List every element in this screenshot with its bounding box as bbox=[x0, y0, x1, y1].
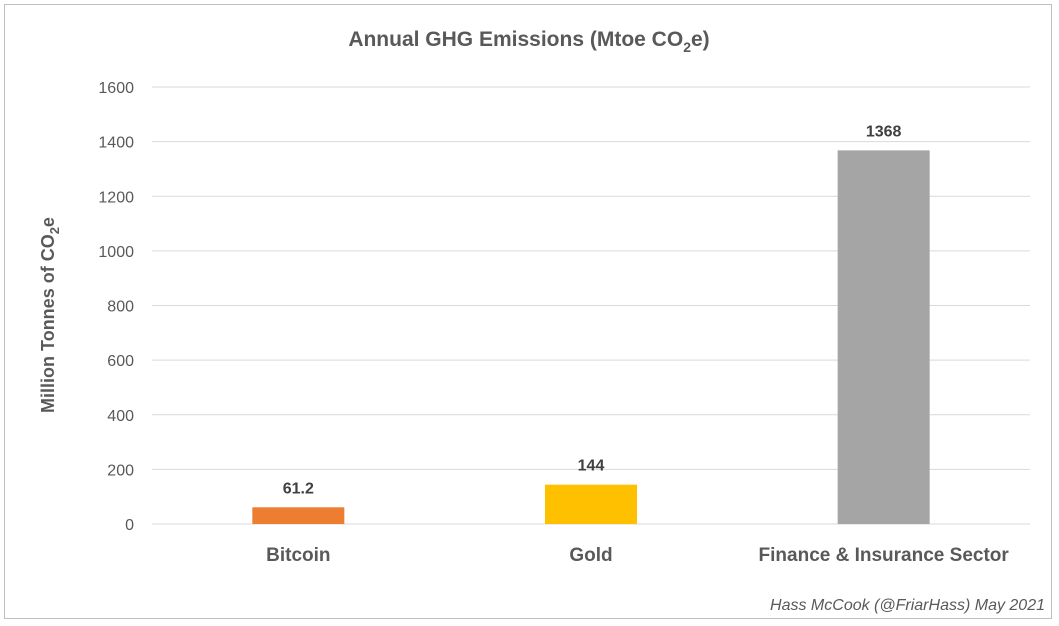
bars bbox=[252, 150, 930, 525]
category-label: Finance & Insurance Sector bbox=[759, 545, 1010, 566]
category-labels: Bitcoin Gold Finance & Insurance Sector bbox=[266, 545, 1009, 566]
y-tick-label: 400 bbox=[107, 408, 134, 425]
y-tick-label: 200 bbox=[107, 462, 134, 479]
y-tick-label: 600 bbox=[107, 353, 134, 370]
data-label: 1368 bbox=[866, 123, 902, 140]
credit-text: Hass McCook (@FriarHass) May 2021 bbox=[770, 597, 1045, 614]
bar bbox=[545, 484, 637, 524]
bar bbox=[837, 150, 930, 525]
data-labels: 61.2 144 1368 bbox=[283, 123, 902, 497]
y-tick-label: 1200 bbox=[98, 189, 134, 206]
y-axis-ticks: 0 200 400 600 800 1000 1200 1400 1600 bbox=[98, 80, 134, 534]
y-tick-label: 1400 bbox=[98, 135, 134, 152]
y-tick-label: 1000 bbox=[98, 244, 134, 261]
y-tick-label: 0 bbox=[125, 517, 134, 534]
category-label: Gold bbox=[569, 545, 612, 566]
chart-title: Annual GHG Emissions (Mtoe CO2e) bbox=[348, 28, 709, 55]
y-tick-label: 800 bbox=[107, 299, 134, 316]
category-label: Bitcoin bbox=[266, 545, 330, 566]
y-tick-label: 1600 bbox=[98, 80, 134, 97]
data-label: 144 bbox=[578, 458, 605, 475]
bar bbox=[252, 507, 345, 524]
y-axis-label: Million Tonnes of CO2e bbox=[38, 217, 62, 413]
data-label: 61.2 bbox=[283, 480, 314, 497]
